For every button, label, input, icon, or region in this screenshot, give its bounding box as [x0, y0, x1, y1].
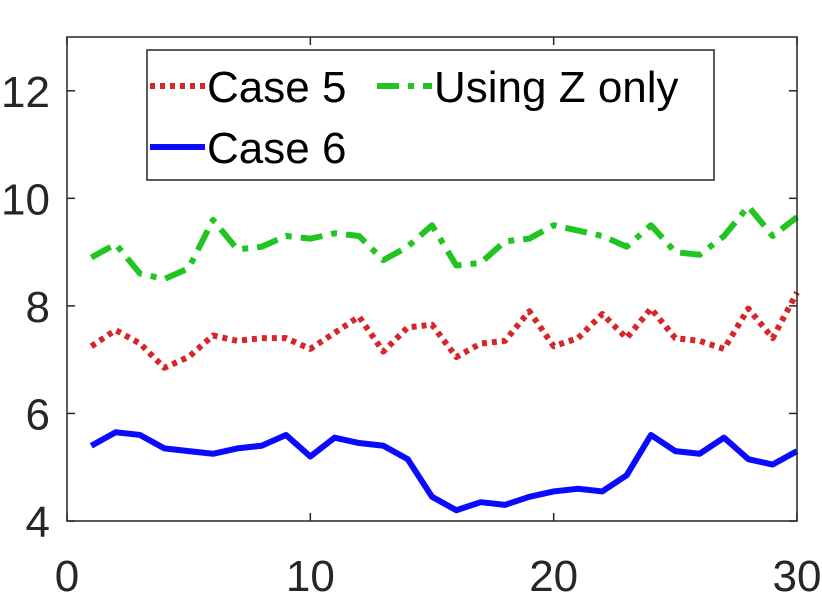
y-tick-label: 4 [26, 498, 50, 547]
series-line-3 [89, 429, 799, 514]
series-line-2 [89, 203, 799, 282]
tick-marks [66, 37, 798, 522]
y-tick-label: 10 [1, 175, 50, 224]
legend-box [146, 49, 715, 181]
plot-frame [66, 36, 798, 522]
legend: Case 5 Using Z only Case 6 [146, 49, 715, 181]
y-tick-label: 8 [26, 283, 50, 332]
series-layer [89, 203, 800, 514]
series-line-1 [89, 291, 800, 371]
legend-label-2: Using Z only [434, 63, 679, 112]
y-tick-label: 12 [1, 68, 50, 117]
x-tick-label: 10 [286, 552, 335, 597]
tick-labels: 0 10 20 30 4 6 8 10 12 [1, 68, 821, 597]
x-tick-label: 20 [529, 552, 578, 597]
x-tick-label: 0 [55, 552, 79, 597]
legend-label-3: Case 6 [207, 124, 346, 173]
legend-label-1: Case 5 [207, 63, 346, 112]
x-tick-label: 30 [773, 552, 822, 597]
y-tick-label: 6 [26, 390, 50, 439]
